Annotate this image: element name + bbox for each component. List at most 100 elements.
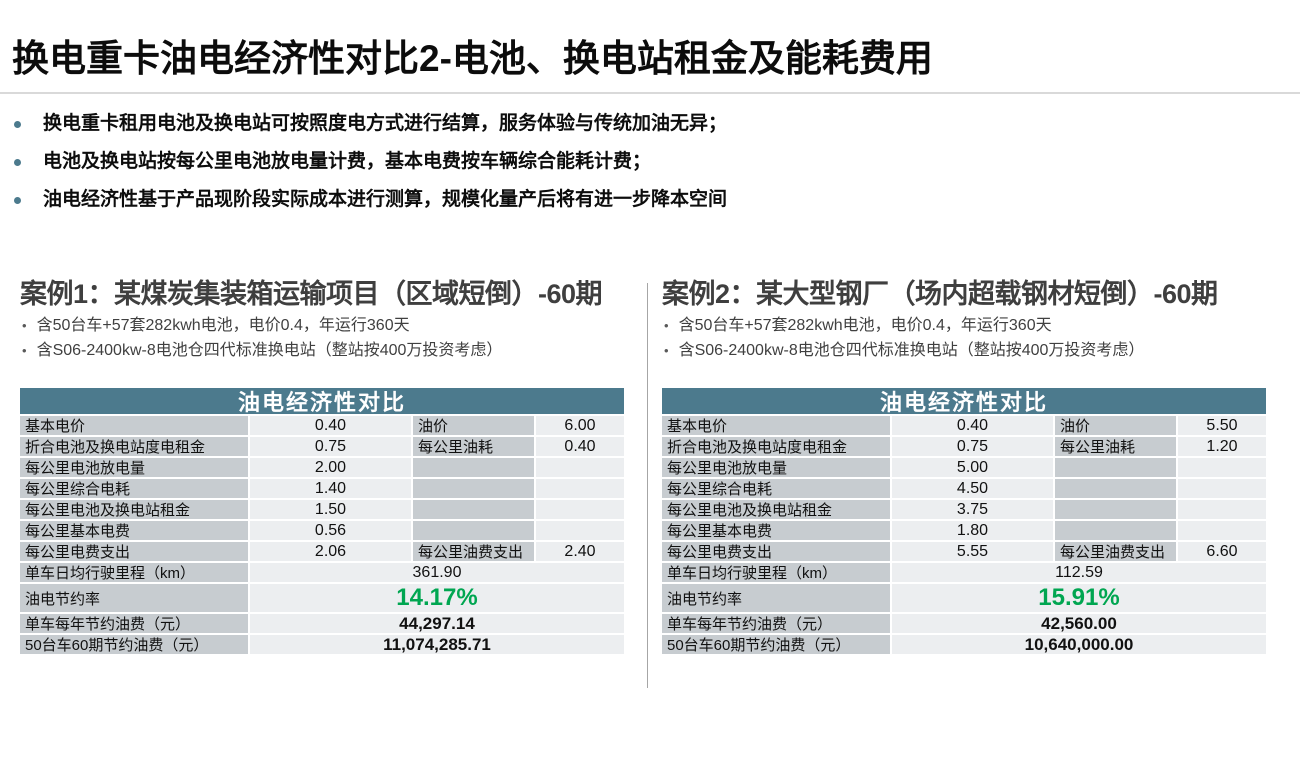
title-divider	[0, 92, 1300, 94]
row-value2	[536, 479, 624, 498]
case-note: • 含50台车+57套282kwh电池，电价0.4，年运行360天	[20, 313, 627, 338]
row-label2	[413, 479, 534, 498]
note-bullet-icon: •	[664, 343, 669, 358]
row-value2: 2.40	[536, 542, 624, 561]
row-label2: 油价	[413, 416, 534, 435]
mileage-label: 单车日均行驶里程（km）	[662, 563, 890, 582]
row-value2	[536, 500, 624, 519]
mileage-value: 361.90	[250, 563, 624, 582]
total-saving-value: 11,074,285.71	[250, 635, 624, 654]
row-value: 5.00	[892, 458, 1053, 477]
row-label: 折合电池及换电站度电租金	[662, 437, 890, 456]
row-value: 4.50	[892, 479, 1053, 498]
annual-saving-label: 单车每年节约油费（元）	[662, 614, 890, 633]
case2-notes: • 含50台车+57套282kwh电池，电价0.4，年运行360天 • 含S06…	[662, 313, 1273, 363]
saving-rate-label: 油电节约率	[20, 584, 248, 612]
case-note: • 含S06-2400kw-8电池仓四代标准换电站（整站按400万投资考虑）	[20, 338, 627, 363]
row-label2: 每公里油费支出	[413, 542, 534, 561]
case2-panel: 案例2：某大型钢厂（场内超载钢材短倒）-60期 • 含50台车+57套282kw…	[662, 278, 1273, 673]
key-point-text: 电池及换电站按每公里电池放电量计费，基本电费按车辆综合能耗计费；	[43, 151, 652, 172]
row-value2: 0.40	[536, 437, 624, 456]
case2-heading: 案例2：某大型钢厂（场内超载钢材短倒）-60期	[662, 279, 1218, 309]
row-value: 0.75	[250, 437, 411, 456]
note-bullet-icon: •	[664, 318, 669, 333]
saving-rate-label: 油电节约率	[662, 584, 890, 612]
row-label2: 每公里油费支出	[1055, 542, 1176, 561]
row-value2	[1178, 479, 1266, 498]
case-divider-line	[647, 283, 648, 688]
case-note-text: 含50台车+57套282kwh电池，电价0.4，年运行360天	[36, 317, 410, 334]
row-value: 1.40	[250, 479, 411, 498]
row-label2	[1055, 521, 1176, 540]
row-label2: 每公里油耗	[413, 437, 534, 456]
row-label2: 每公里油耗	[1055, 437, 1176, 456]
row-value: 5.55	[892, 542, 1053, 561]
row-value2	[1178, 458, 1266, 477]
case1-notes: • 含50台车+57套282kwh电池，电价0.4，年运行360天 • 含S06…	[20, 313, 627, 363]
row-value: 0.40	[250, 416, 411, 435]
row-label: 每公里综合电耗	[662, 479, 890, 498]
row-value2	[536, 458, 624, 477]
row-label: 每公里电费支出	[662, 542, 890, 561]
row-value: 0.40	[892, 416, 1053, 435]
row-label: 基本电价	[662, 416, 890, 435]
row-label: 每公里基本电费	[662, 521, 890, 540]
row-value: 2.00	[250, 458, 411, 477]
page-title: 换电重卡油电经济性对比2-电池、换电站租金及能耗费用	[12, 38, 933, 79]
row-value: 3.75	[892, 500, 1053, 519]
row-value2: 1.20	[1178, 437, 1266, 456]
row-label: 折合电池及换电站度电租金	[20, 437, 248, 456]
key-point: 油电经济性基于产品现阶段实际成本进行测算，规模化量产后将有进一步降本空间	[14, 188, 1264, 212]
row-label: 每公里电池放电量	[20, 458, 248, 477]
key-point-text: 换电重卡租用电池及换电站可按照度电方式进行结算，服务体验与传统加油无异；	[43, 113, 728, 134]
row-label2	[1055, 458, 1176, 477]
row-label: 每公里综合电耗	[20, 479, 248, 498]
annual-saving-value: 42,560.00	[892, 614, 1266, 633]
bullet-dot-icon	[14, 121, 21, 128]
row-value2	[536, 521, 624, 540]
key-point-text: 油电经济性基于产品现阶段实际成本进行测算，规模化量产后将有进一步降本空间	[43, 189, 728, 210]
annual-saving-label: 单车每年节约油费（元）	[20, 614, 248, 633]
row-value: 0.75	[892, 437, 1053, 456]
case2-economy-table: 油电经济性对比 基本电价 0.40 油价 5.50 折合电池及换电站度电租金 0…	[662, 388, 1266, 654]
row-label2	[413, 521, 534, 540]
row-label: 每公里电费支出	[20, 542, 248, 561]
row-label: 每公里基本电费	[20, 521, 248, 540]
note-bullet-icon: •	[22, 343, 27, 358]
row-label: 每公里电池放电量	[662, 458, 890, 477]
mileage-label: 单车日均行驶里程（km）	[20, 563, 248, 582]
row-label: 基本电价	[20, 416, 248, 435]
key-points-list: 换电重卡租用电池及换电站可按照度电方式进行结算，服务体验与传统加油无异； 电池及…	[14, 112, 1264, 226]
case-note-text: 含S06-2400kw-8电池仓四代标准换电站（整站按400万投资考虑）	[36, 342, 503, 359]
case1-panel: 案例1：某煤炭集装箱运输项目（区域短倒）-60期 • 含50台车+57套282k…	[20, 278, 627, 673]
row-value2	[1178, 521, 1266, 540]
row-value: 2.06	[250, 542, 411, 561]
table-title: 油电经济性对比	[662, 388, 1266, 415]
row-label2: 油价	[1055, 416, 1176, 435]
row-label: 每公里电池及换电站租金	[662, 500, 890, 519]
row-value2: 6.60	[1178, 542, 1266, 561]
row-label2	[1055, 479, 1176, 498]
row-value: 1.50	[250, 500, 411, 519]
case-note-text: 含S06-2400kw-8电池仓四代标准换电站（整站按400万投资考虑）	[678, 342, 1145, 359]
mileage-value: 112.59	[892, 563, 1266, 582]
row-label2	[413, 458, 534, 477]
total-saving-label: 50台车60期节约油费（元）	[20, 635, 248, 654]
case-note-text: 含50台车+57套282kwh电池，电价0.4，年运行360天	[678, 317, 1052, 334]
note-bullet-icon: •	[22, 318, 27, 333]
saving-rate-value: 14.17%	[250, 584, 624, 612]
annual-saving-value: 44,297.14	[250, 614, 624, 633]
bullet-dot-icon	[14, 159, 21, 166]
total-saving-value: 10,640,000.00	[892, 635, 1266, 654]
case-note: • 含50台车+57套282kwh电池，电价0.4，年运行360天	[662, 313, 1273, 338]
row-label: 每公里电池及换电站租金	[20, 500, 248, 519]
bullet-dot-icon	[14, 197, 21, 204]
total-saving-label: 50台车60期节约油费（元）	[662, 635, 890, 654]
saving-rate-value: 15.91%	[892, 584, 1266, 612]
row-value: 1.80	[892, 521, 1053, 540]
table-title: 油电经济性对比	[20, 388, 624, 415]
case-note: • 含S06-2400kw-8电池仓四代标准换电站（整站按400万投资考虑）	[662, 338, 1273, 363]
row-value2: 6.00	[536, 416, 624, 435]
key-point: 换电重卡租用电池及换电站可按照度电方式进行结算，服务体验与传统加油无异；	[14, 112, 1264, 136]
